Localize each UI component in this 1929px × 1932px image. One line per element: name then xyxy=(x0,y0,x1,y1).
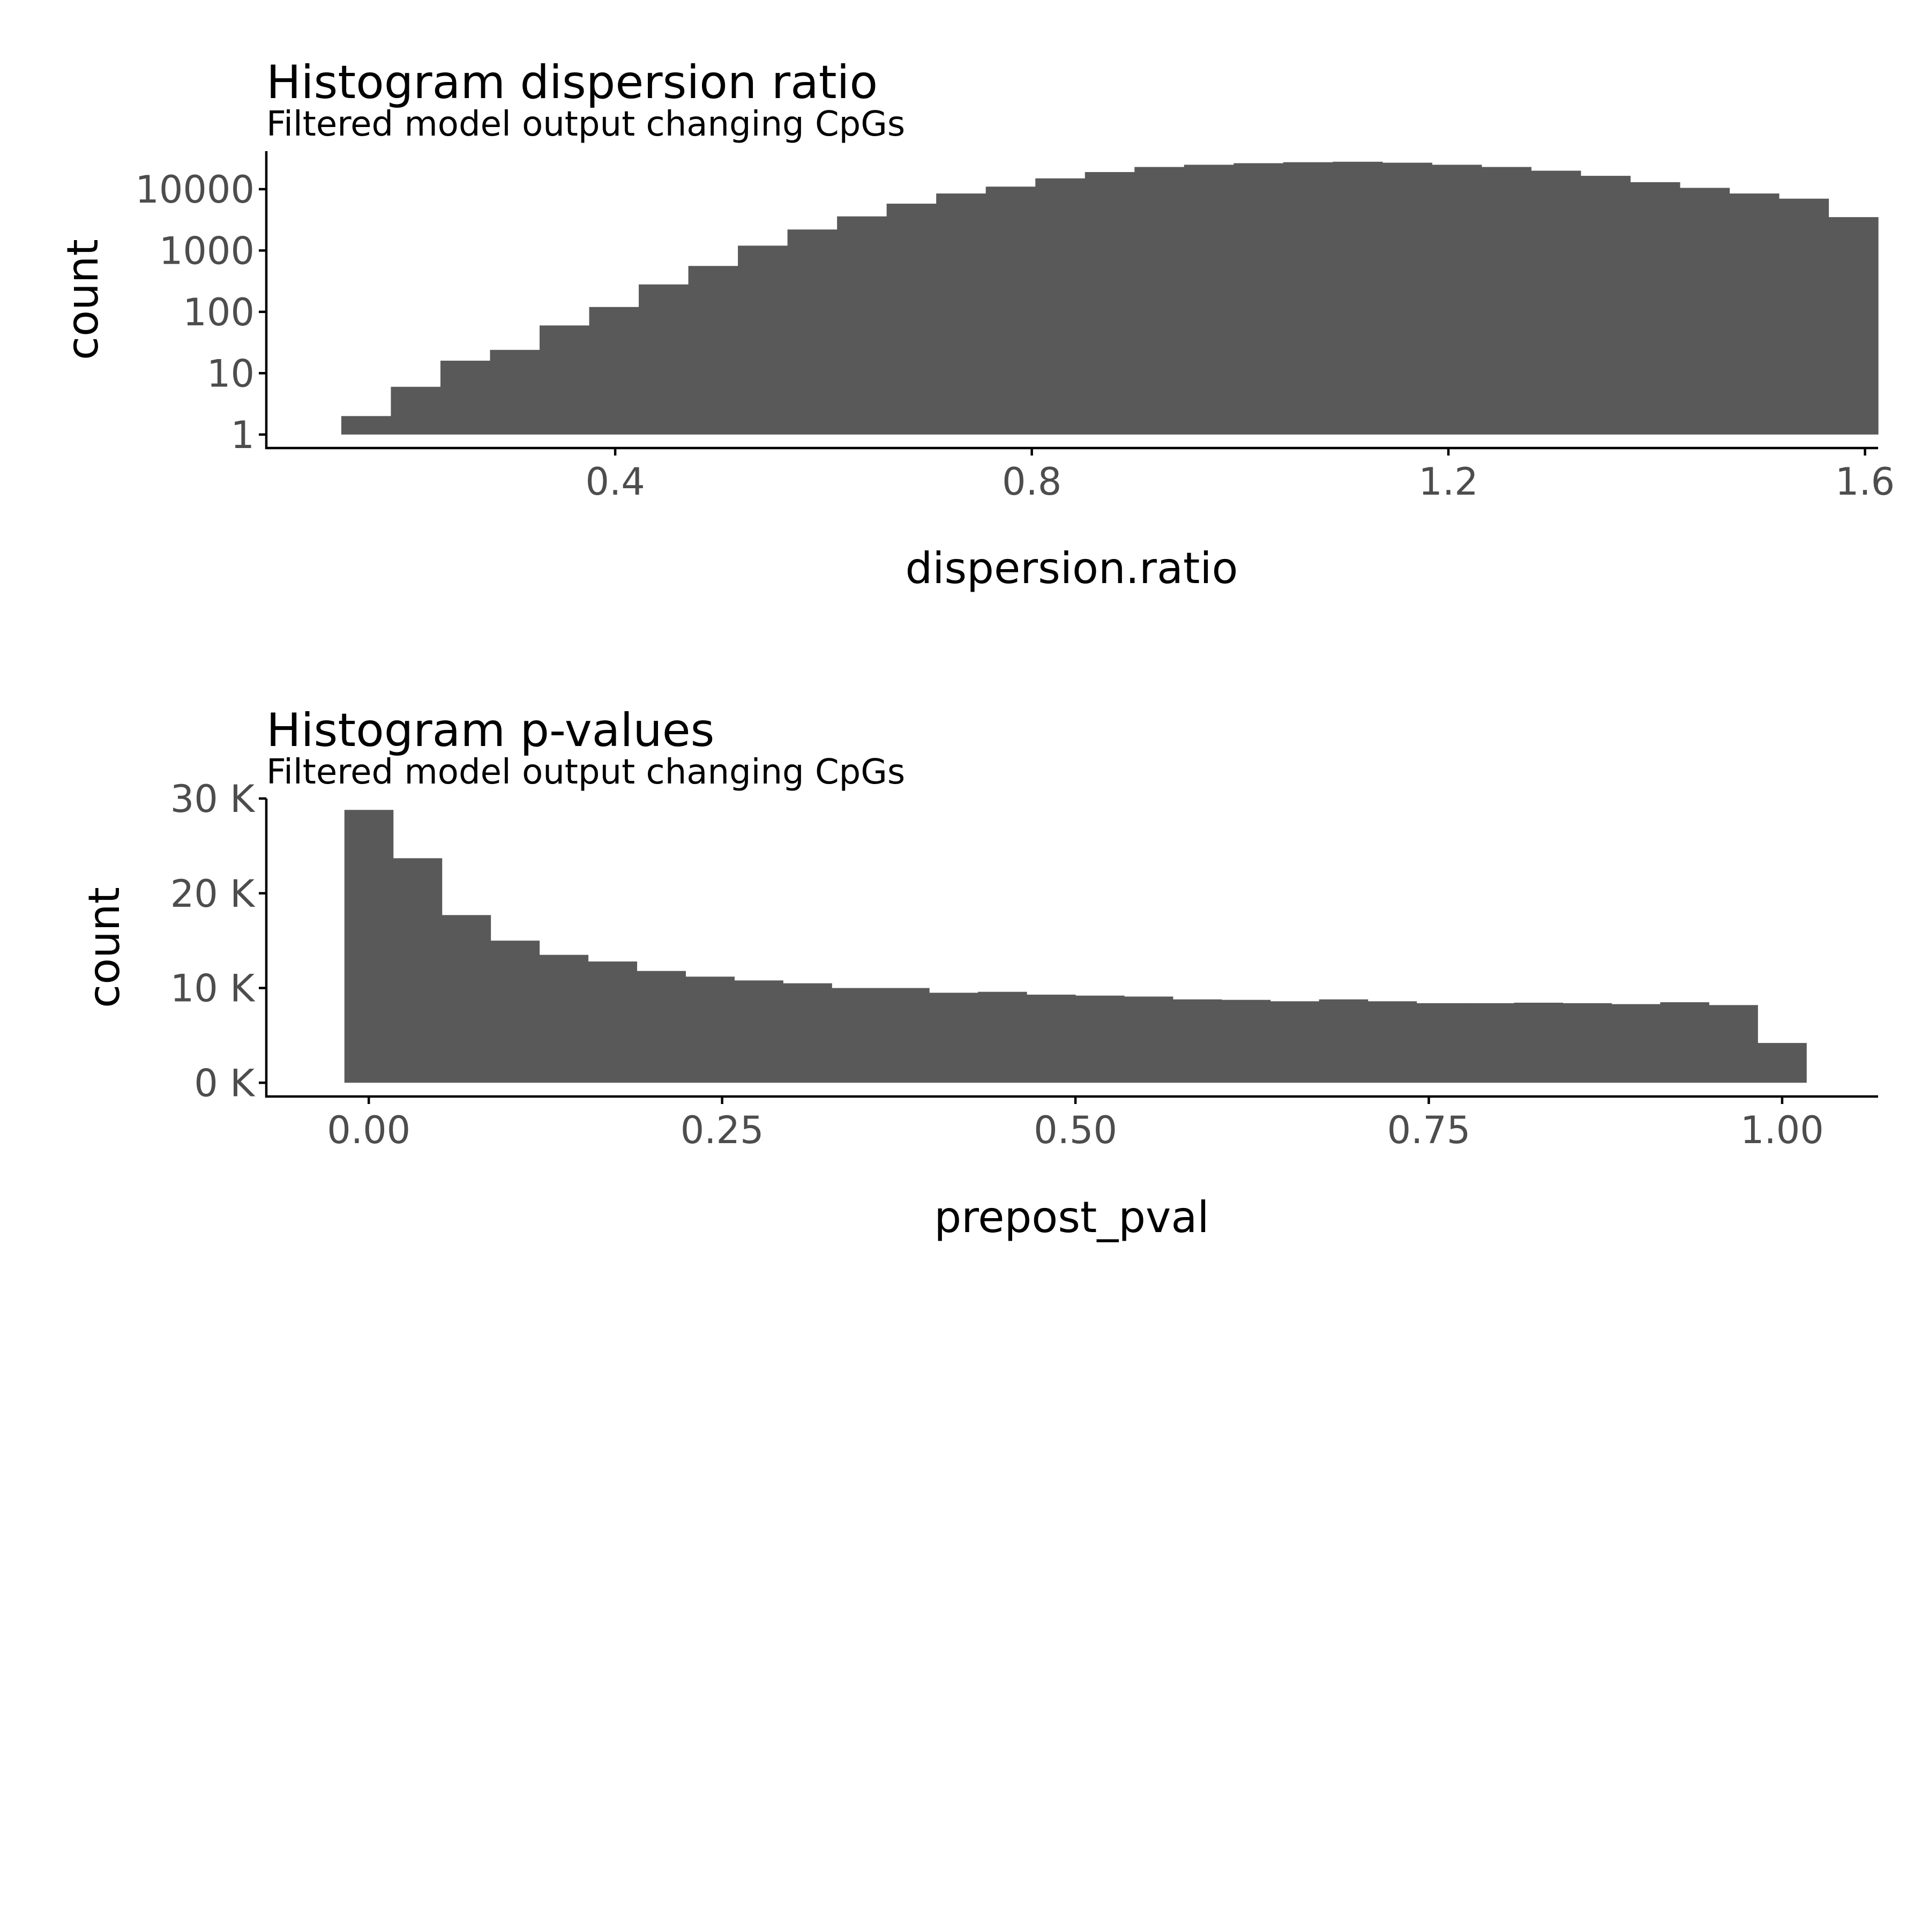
histogram-bar xyxy=(1660,1002,1709,1083)
histogram-bar xyxy=(589,307,639,435)
histogram-bar xyxy=(1416,1003,1466,1083)
histogram-bar xyxy=(1283,162,1333,435)
histogram-bar xyxy=(639,284,689,435)
y-tick-label: 30 K xyxy=(170,777,256,821)
histogram-bar xyxy=(344,810,394,1083)
histogram-bar xyxy=(978,991,1027,1083)
x-tick-label: 0.25 xyxy=(681,1108,764,1152)
histogram-bar xyxy=(936,193,986,435)
histogram-bar xyxy=(1679,188,1730,435)
y-tick-label: 100 xyxy=(183,290,255,334)
histogram-bar xyxy=(880,988,930,1083)
histogram-bar xyxy=(1221,999,1271,1083)
histogram-bar xyxy=(787,229,838,435)
chart-panel-p-values: Histogram p-values Filtered model output… xyxy=(79,704,1878,1242)
histogram-bar xyxy=(837,216,887,435)
histogram-bar xyxy=(685,976,735,1083)
y-tick-label: 20 K xyxy=(170,872,256,916)
histogram-bar xyxy=(1779,198,1829,435)
chart-title: Histogram p-values xyxy=(266,704,714,757)
chart-subtitle: Filtered model output changing CpGs xyxy=(266,105,905,144)
histogram-bar xyxy=(540,325,590,435)
histogram-bar xyxy=(1481,167,1532,435)
y-axis-ticks: 1 10 100 1000 10000 xyxy=(135,168,266,457)
histogram-bar xyxy=(588,961,638,1083)
x-axis-ticks: 0.4 0.8 1.2 1.6 xyxy=(585,448,1895,504)
histogram-bar xyxy=(832,988,881,1083)
histogram-bar xyxy=(1172,999,1222,1083)
histogram-bar xyxy=(393,858,443,1083)
histogram-bar xyxy=(1382,162,1432,435)
histogram-bar xyxy=(1709,1005,1758,1083)
y-tick-label: 1 xyxy=(230,413,255,457)
y-axis-title: count xyxy=(79,887,129,1008)
histogram-bar xyxy=(490,349,540,435)
histogram-bar xyxy=(1828,217,1879,435)
x-tick-label: 0.50 xyxy=(1034,1108,1117,1152)
histogram-bar xyxy=(1134,167,1185,435)
histogram-bar xyxy=(637,971,686,1083)
bar-series xyxy=(344,810,1807,1083)
y-tick-label: 10 xyxy=(207,352,255,396)
x-tick-label: 0.00 xyxy=(327,1108,410,1152)
y-axis-ticks: 0 K 10 K 20 K 30 K xyxy=(170,777,266,1105)
histogram-bar xyxy=(1319,999,1369,1083)
histogram-bar xyxy=(1085,172,1135,435)
histogram-bar xyxy=(1075,995,1125,1083)
histogram-bar xyxy=(1124,996,1173,1083)
histogram-bar xyxy=(1729,193,1780,435)
histogram-bar xyxy=(1333,161,1383,435)
y-tick-label: 0 K xyxy=(194,1061,256,1105)
histogram-bar xyxy=(1580,176,1631,435)
x-tick-label: 0.4 xyxy=(585,460,645,504)
histogram-bar xyxy=(1027,994,1076,1083)
histogram-bar xyxy=(734,980,783,1083)
histogram-bar xyxy=(391,386,441,435)
histogram-bar xyxy=(1758,1043,1807,1083)
x-axis-ticks: 0.00 0.25 0.50 0.75 1.00 xyxy=(327,1096,1824,1152)
histogram-bar xyxy=(1562,1003,1612,1083)
histogram-bar xyxy=(1531,170,1581,435)
histogram-bar xyxy=(490,941,540,1083)
histogram-bar xyxy=(442,915,491,1083)
x-tick-label: 1.6 xyxy=(1835,460,1895,504)
histogram-bar xyxy=(341,416,392,435)
chart-subtitle: Filtered model output changing CpGs xyxy=(266,752,905,792)
histogram-bar xyxy=(783,983,832,1083)
y-tick-label: 10 K xyxy=(170,967,256,1011)
histogram-bar xyxy=(1432,165,1482,435)
histogram-bar xyxy=(738,245,788,435)
histogram-bar xyxy=(1035,178,1086,435)
x-tick-label: 0.8 xyxy=(1002,460,1061,504)
chart-panel-dispersion-ratio: Histogram dispersion ratio Filtered mode… xyxy=(58,56,1895,593)
y-axis-title: count xyxy=(58,239,108,360)
histogram-bar xyxy=(1465,1003,1515,1083)
x-axis-title: dispersion.ratio xyxy=(905,543,1238,593)
histogram-bar xyxy=(985,187,1036,435)
y-tick-label: 10000 xyxy=(135,168,255,212)
histogram-bar xyxy=(929,993,978,1083)
histogram-bar xyxy=(1514,1002,1564,1083)
histogram-bar xyxy=(539,954,589,1083)
histogram-bar xyxy=(1630,182,1680,435)
x-tick-label: 0.75 xyxy=(1387,1108,1471,1152)
histogram-bar xyxy=(1233,163,1284,435)
x-tick-label: 1.2 xyxy=(1418,460,1478,504)
histogram-bar xyxy=(886,204,937,435)
chart-title: Histogram dispersion ratio xyxy=(266,56,878,109)
histogram-bar xyxy=(1270,1001,1320,1083)
x-axis-title: prepost_pval xyxy=(934,1192,1209,1242)
histogram-bar xyxy=(688,266,738,435)
histogram-bar xyxy=(1184,165,1234,435)
x-tick-label: 1.00 xyxy=(1740,1108,1824,1152)
histogram-bar xyxy=(1611,1004,1661,1083)
bar-series xyxy=(341,161,1879,435)
y-tick-label: 1000 xyxy=(159,229,255,273)
histogram-bar xyxy=(440,360,491,435)
histogram-bar xyxy=(1367,1001,1417,1083)
